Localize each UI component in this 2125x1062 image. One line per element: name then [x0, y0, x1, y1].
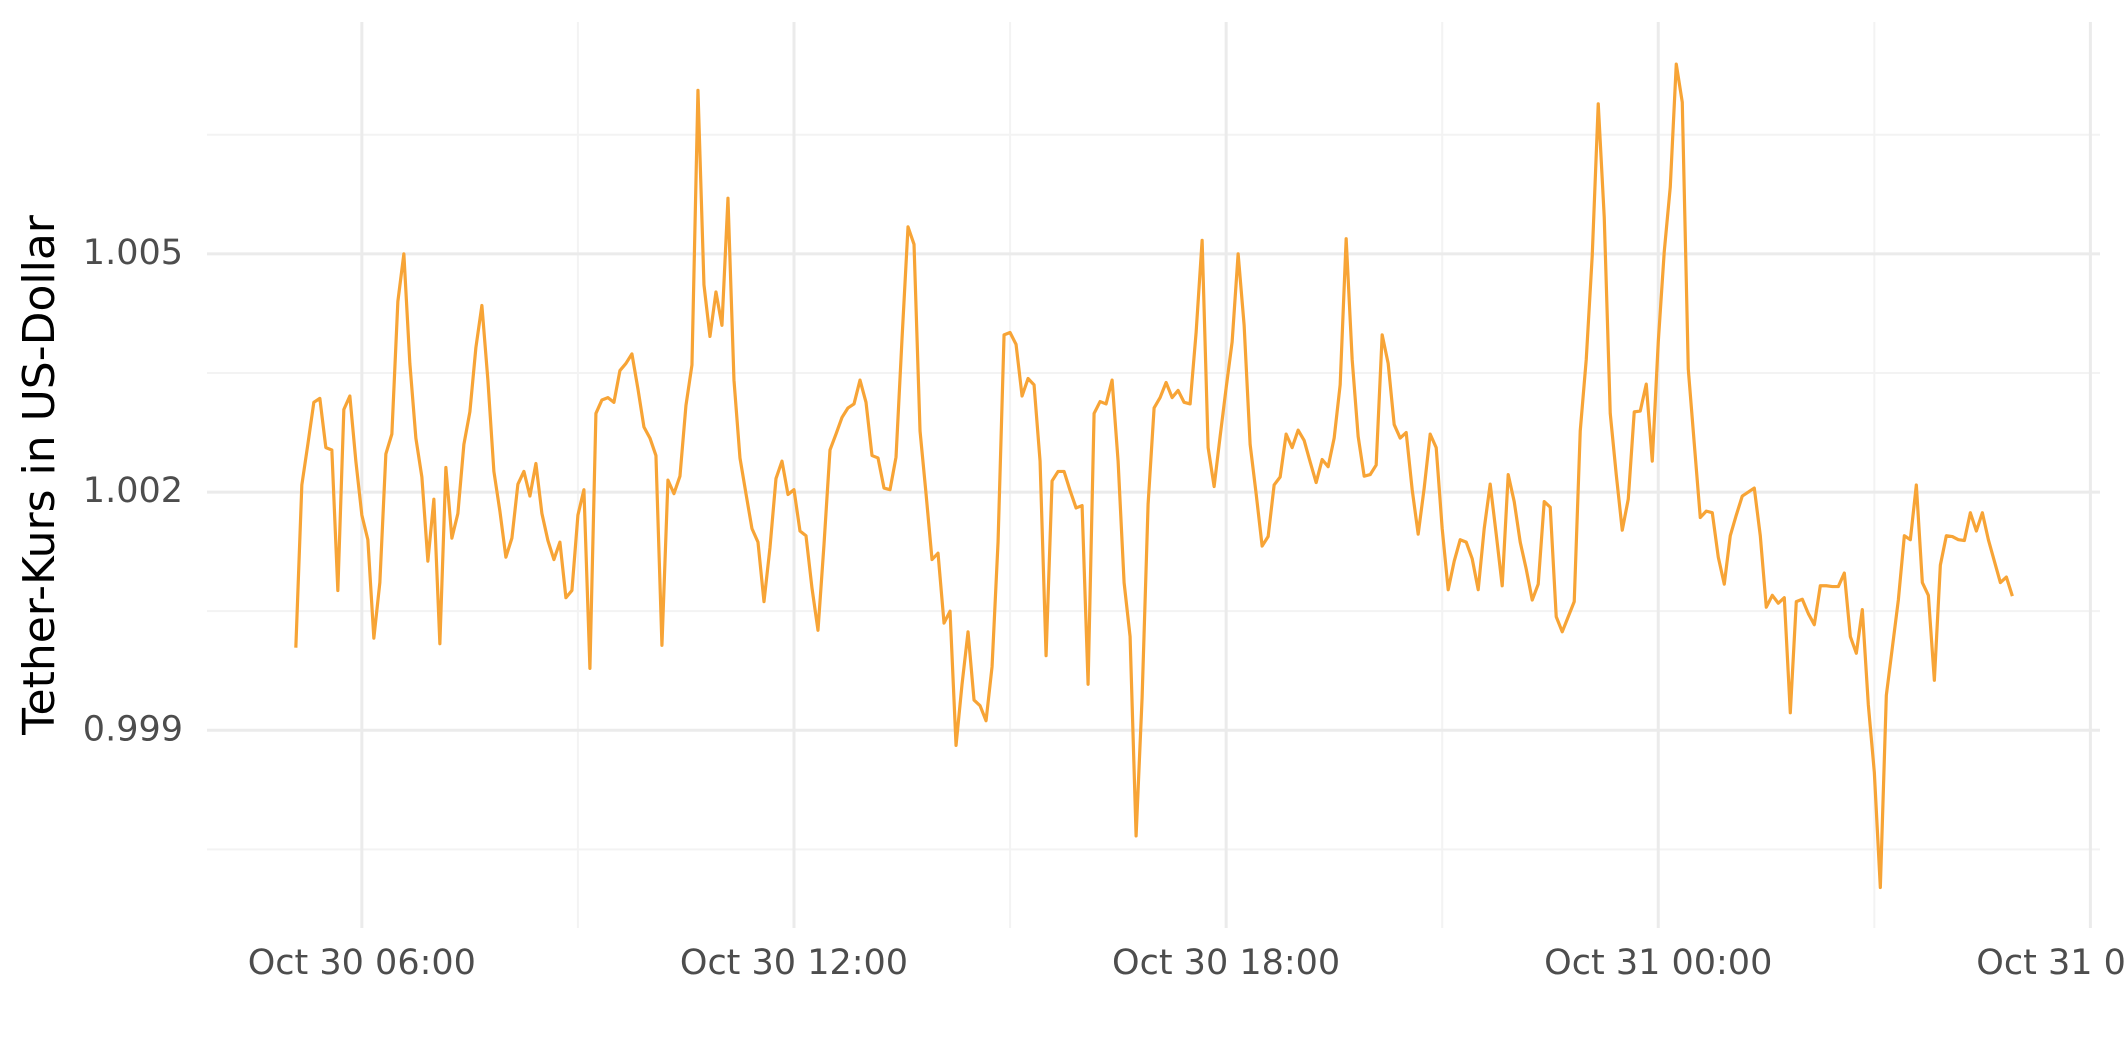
y-tick-label: 0.999 [83, 709, 183, 749]
price-line [294, 62, 2014, 890]
x-tick-label: Oct 31 00:00 [1544, 943, 1772, 983]
y-tick-label: 1.002 [83, 471, 183, 511]
grid [207, 22, 2100, 928]
x-tick-label: Oct 30 18:00 [1112, 943, 1340, 983]
x-tick-label: Oct 31 06:00 [1976, 943, 2125, 983]
y-tick-label: 1.005 [83, 233, 183, 273]
x-tick-label: Oct 30 06:00 [248, 943, 476, 983]
y-axis-title: Tether-Kurs in US-Dollar [14, 214, 65, 736]
x-tick-label: Oct 30 12:00 [680, 943, 908, 983]
